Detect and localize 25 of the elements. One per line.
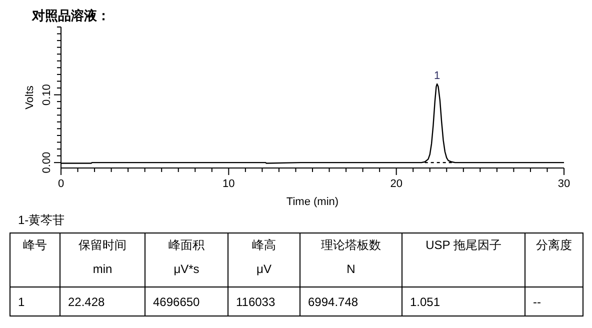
text: 峰号: [23, 238, 47, 252]
y-axis-title: Volts: [24, 85, 36, 110]
text: 保留时间 min: [78, 238, 126, 276]
x-axis-title: Time (min): [286, 196, 339, 208]
text: 峰面积 μV*s: [168, 238, 204, 276]
chart-title: 对照品溶液：: [31, 8, 110, 23]
text: 分离度: [536, 238, 572, 252]
x-tick-label: 0: [58, 178, 64, 190]
text: 22.428: [68, 295, 106, 309]
text: --: [533, 295, 541, 309]
text: 4696650: [153, 295, 200, 309]
text: 理论塔板数 N: [321, 238, 381, 276]
text: 6994.748: [308, 295, 358, 309]
x-tick-label: 30: [558, 178, 570, 190]
x-tick-label: 20: [390, 178, 402, 190]
text: 1-黄芩苷: [18, 213, 65, 227]
y-tick-label: 0.00: [41, 152, 53, 174]
text: 峰高 μV: [252, 238, 276, 276]
text: USP 拖尾因子: [426, 238, 502, 252]
x-tick-label: 10: [222, 178, 235, 190]
text: 1: [18, 295, 25, 309]
text: 1.051: [410, 295, 440, 309]
text: 116033: [236, 295, 276, 309]
y-tick-label: 0.10: [41, 84, 53, 106]
annotation: 1: [434, 70, 440, 82]
